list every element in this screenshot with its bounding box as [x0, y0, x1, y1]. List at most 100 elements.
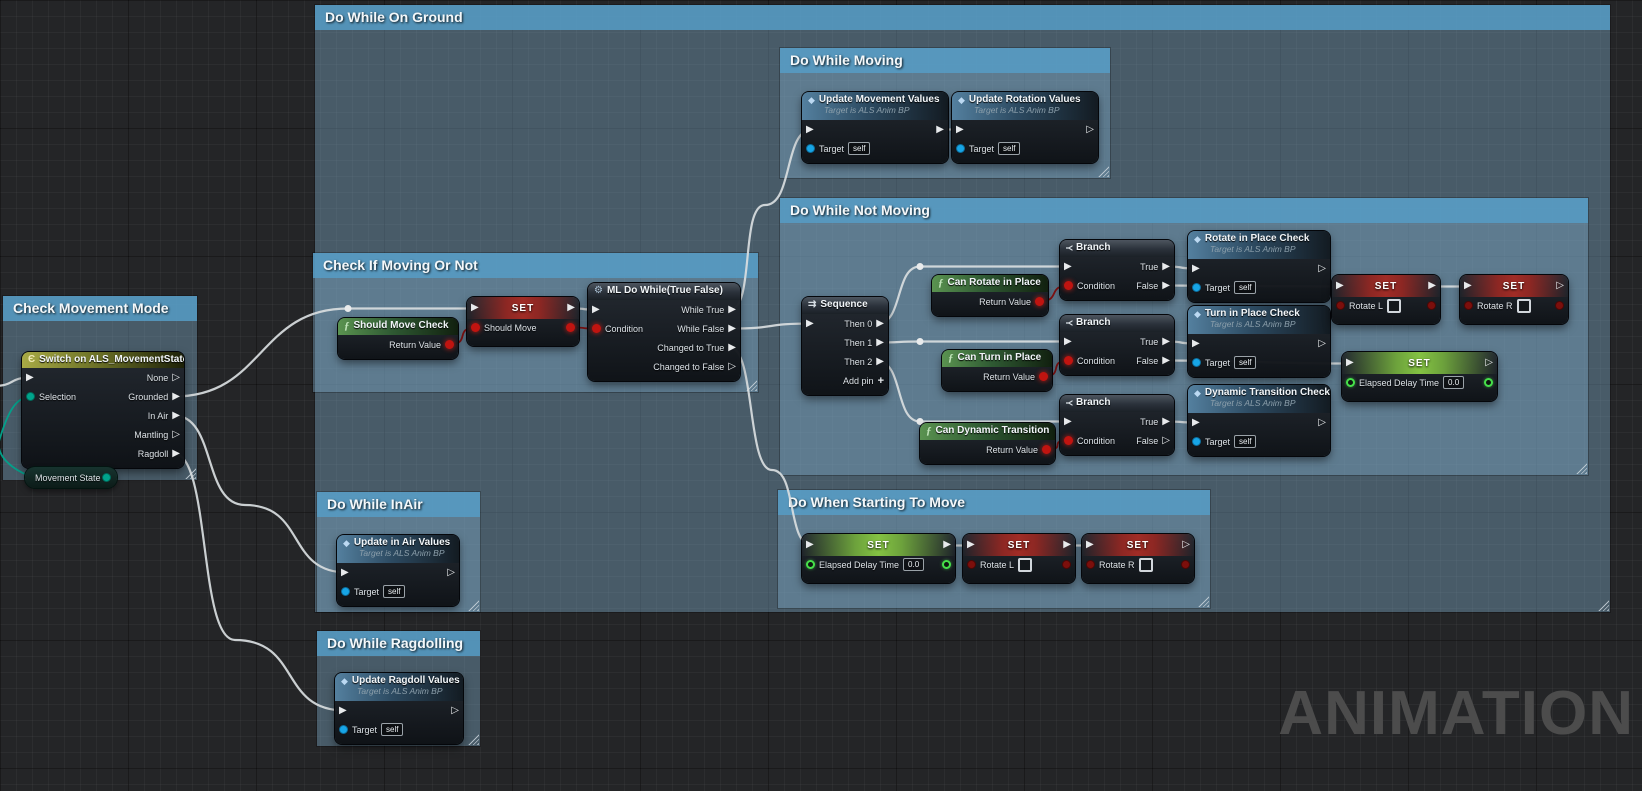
- exec-pin[interactable]: ▷: [172, 428, 180, 440]
- variable-node-movement_state_var[interactable]: Movement State: [25, 467, 117, 488]
- resize-handle-icon[interactable]: [468, 600, 479, 611]
- exec-pin[interactable]: ▶: [806, 539, 814, 550]
- exec-pin[interactable]: ▶: [1428, 280, 1436, 291]
- bool-pin[interactable]: [1035, 297, 1044, 306]
- object-pin[interactable]: [1192, 283, 1201, 292]
- bool-pin[interactable]: [967, 560, 976, 569]
- node-set_elapsed_bottom[interactable]: ▶ SET ▶ Elapsed Delay Time 0.0: [802, 534, 955, 583]
- exec-pin[interactable]: ▶: [967, 539, 975, 550]
- bool-pin[interactable]: [1064, 356, 1073, 365]
- exec-pin[interactable]: ▶: [1064, 260, 1072, 272]
- checkbox[interactable]: [1138, 557, 1153, 572]
- node-turn_in_place_check[interactable]: ◆ Turn in Place Check Target is ALS Anim B…: [1188, 306, 1330, 377]
- node-ml_do_while[interactable]: ⚙ ML Do While(True False) ▶ While True ▶ Cond…: [588, 283, 740, 381]
- node-branch_1[interactable]: Y Branch ▶ True ▶ Condition False ▶: [1060, 240, 1174, 300]
- exec-pin[interactable]: ▶: [172, 447, 180, 459]
- float-pin[interactable]: [1484, 378, 1493, 387]
- bool-pin[interactable]: [592, 324, 601, 333]
- exec-pin[interactable]: ▶: [1192, 337, 1200, 349]
- exec-pin[interactable]: ▶: [1064, 335, 1072, 347]
- float-pin[interactable]: [942, 560, 951, 569]
- bool-pin[interactable]: [1064, 436, 1073, 445]
- node-can_turn_in_place[interactable]: ƒ Can Turn in Place Return Value: [942, 350, 1052, 391]
- exec-pin[interactable]: ▷: [451, 704, 459, 716]
- exec-pin[interactable]: ▶: [1162, 279, 1170, 291]
- node-set_rotate_l_right[interactable]: ▶ SET ▶ Rotate L: [1332, 275, 1440, 324]
- bool-pin[interactable]: [566, 323, 575, 332]
- comment-title[interactable]: Check If Moving Or Not: [313, 253, 758, 278]
- enum-pin[interactable]: [26, 392, 35, 401]
- exec-pin[interactable]: ▶: [956, 123, 964, 135]
- exec-pin[interactable]: ▶: [1192, 416, 1200, 428]
- exec-pin[interactable]: ▶: [1064, 415, 1072, 427]
- node-update_in_air_values[interactable]: ◆ Update in Air Values Target is ALS Anim …: [337, 535, 459, 606]
- node-update_ragdoll_values[interactable]: ◆ Update Ragdoll Values Target is ALS Anim…: [335, 673, 463, 744]
- bool-pin[interactable]: [1427, 301, 1436, 310]
- comment-title[interactable]: Do When Starting To Move: [778, 490, 1210, 515]
- exec-pin[interactable]: ▷: [1086, 123, 1094, 135]
- comment-title[interactable]: Do While On Ground: [315, 5, 1610, 30]
- bool-pin[interactable]: [1086, 560, 1095, 569]
- exec-pin[interactable]: ▷: [728, 360, 736, 372]
- exec-pin[interactable]: ▷: [1162, 434, 1170, 446]
- exec-pin[interactable]: ▷: [1318, 262, 1326, 274]
- exec-pin[interactable]: ▶: [1464, 280, 1472, 291]
- exec-pin[interactable]: ▷: [1318, 416, 1326, 428]
- bool-pin[interactable]: [1555, 301, 1564, 310]
- node-can_dynamic_transition[interactable]: ƒ Can Dynamic Transition Return Value: [920, 423, 1055, 464]
- exec-pin[interactable]: ▶: [341, 566, 349, 578]
- node-branch_2[interactable]: Y Branch ▶ True ▶ Condition False ▶: [1060, 315, 1174, 375]
- checkbox[interactable]: [1018, 557, 1033, 572]
- bool-pin[interactable]: [1064, 281, 1073, 290]
- value-box[interactable]: self: [1234, 281, 1257, 294]
- node-set_should_move[interactable]: ▶ SET ▶ Should Move: [467, 297, 579, 346]
- exec-pin[interactable]: ▶: [1336, 280, 1344, 291]
- float-pin[interactable]: [1346, 378, 1355, 387]
- value-box[interactable]: self: [383, 585, 406, 598]
- exec-pin[interactable]: ▶: [728, 303, 736, 315]
- comment-title[interactable]: Do While Ragdolling: [317, 631, 480, 656]
- exec-pin[interactable]: ▶: [172, 390, 180, 402]
- value-box[interactable]: self: [1234, 356, 1257, 369]
- exec-pin[interactable]: ▷: [172, 371, 180, 383]
- exec-pin[interactable]: ▶: [876, 355, 884, 367]
- resize-handle-icon[interactable]: [468, 734, 479, 745]
- node-can_rotate_in_place[interactable]: ƒ Can Rotate in Place Return Value: [932, 275, 1048, 316]
- exec-pin[interactable]: ▷: [1485, 357, 1493, 368]
- comment-title[interactable]: Check Movement Mode: [3, 296, 197, 321]
- object-pin[interactable]: [806, 144, 815, 153]
- object-pin[interactable]: [1192, 358, 1201, 367]
- exec-pin[interactable]: ▷: [1556, 280, 1564, 291]
- node-switch_movement_state[interactable]: Є Switch on ALS_MovementState ▶ None ▷ Select…: [22, 352, 184, 468]
- exec-pin[interactable]: ▷: [447, 566, 455, 578]
- value-box[interactable]: self: [381, 723, 404, 736]
- exec-pin[interactable]: ▶: [172, 409, 180, 421]
- exec-pin[interactable]: ▶: [943, 539, 951, 550]
- node-should_move_check[interactable]: ƒ Should Move Check Return Value: [338, 318, 458, 359]
- value-box[interactable]: 0.0: [1443, 376, 1465, 389]
- exec-pin[interactable]: ▶: [1063, 539, 1071, 550]
- exec-pin[interactable]: ▶: [806, 317, 814, 329]
- enum-pin[interactable]: [102, 473, 111, 482]
- value-box[interactable]: 0.0: [903, 558, 925, 571]
- resize-handle-icon[interactable]: [746, 380, 757, 391]
- resize-handle-icon[interactable]: [1598, 600, 1609, 611]
- exec-pin[interactable]: ▶: [876, 317, 884, 329]
- exec-pin[interactable]: ▷: [1318, 337, 1326, 349]
- resize-handle-icon[interactable]: [185, 468, 196, 479]
- bool-pin[interactable]: [1042, 445, 1051, 454]
- exec-pin[interactable]: ▶: [1162, 354, 1170, 366]
- value-box[interactable]: self: [848, 142, 871, 155]
- bool-pin[interactable]: [1336, 301, 1345, 310]
- add-pin-icon[interactable]: +: [877, 374, 884, 387]
- exec-pin[interactable]: ▶: [806, 123, 814, 135]
- comment-title[interactable]: Do While Moving: [780, 48, 1110, 73]
- node-rotate_in_place_check[interactable]: ◆ Rotate in Place Check Target is ALS Anim…: [1188, 231, 1330, 302]
- comment-title[interactable]: Do While Not Moving: [780, 198, 1588, 223]
- exec-pin[interactable]: ▶: [567, 302, 575, 313]
- node-branch_3[interactable]: Y Branch ▶ True ▶ Condition False ▷: [1060, 395, 1174, 455]
- exec-pin[interactable]: ▶: [26, 371, 34, 383]
- exec-pin[interactable]: ▶: [1162, 335, 1170, 347]
- node-update_movement_values[interactable]: ◆ Update Movement Values Target is ALS Ani…: [802, 92, 948, 163]
- exec-pin[interactable]: ▷: [1182, 539, 1190, 550]
